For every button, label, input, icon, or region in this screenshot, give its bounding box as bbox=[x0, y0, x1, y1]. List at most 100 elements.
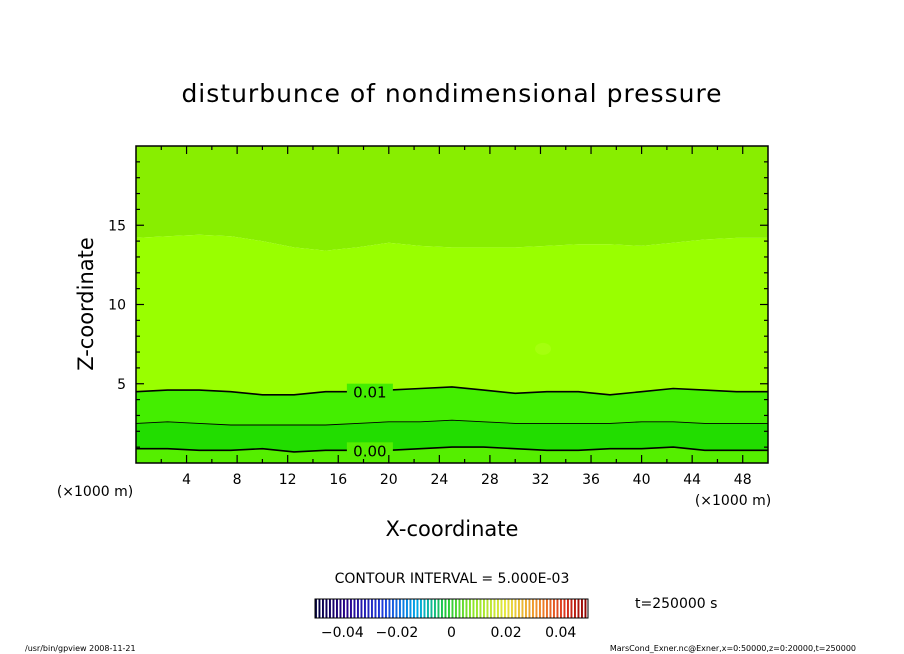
x-tick-label: 32 bbox=[532, 472, 550, 488]
contour-label-bg-0 bbox=[346, 442, 393, 459]
colorbar-cell bbox=[339, 599, 342, 618]
x-axis-ticks: 4 8 12 16 20 24 28 32 36 40 44 48 bbox=[160, 146, 752, 488]
colorbar-cell bbox=[336, 599, 338, 618]
colorbar-cell bbox=[392, 599, 394, 618]
colorbar-cell bbox=[472, 599, 475, 618]
x-axis-title: X-coordinate bbox=[386, 517, 519, 541]
fill-local-max bbox=[535, 342, 552, 355]
x-tick-label: 4 bbox=[182, 472, 191, 488]
colorbar-cell bbox=[318, 599, 321, 618]
contour-fills bbox=[136, 146, 768, 463]
colorbar-cell bbox=[360, 599, 363, 618]
colorbar-cell bbox=[528, 599, 531, 618]
x-tick-label: 24 bbox=[430, 472, 448, 488]
colorbar-cell bbox=[322, 599, 324, 618]
colorbar-cell bbox=[350, 599, 352, 618]
colorbar-cell bbox=[500, 599, 503, 618]
colorbar-cell bbox=[448, 599, 450, 618]
fill-band-below-0 bbox=[136, 447, 768, 463]
colorbar-cell bbox=[416, 599, 419, 618]
y-axis-title: Z-coordinate bbox=[74, 237, 98, 371]
colorbar-cell bbox=[525, 599, 527, 618]
colorbar-cell bbox=[458, 599, 461, 618]
colorbar-cell bbox=[469, 599, 471, 618]
colorbar-cell bbox=[385, 599, 387, 618]
footer-left: /usr/bin/gpview 2008-11-21 bbox=[25, 644, 136, 653]
colorbar-cell bbox=[409, 599, 412, 618]
colorbar-cell bbox=[451, 599, 454, 618]
contour-line-0 bbox=[136, 446, 768, 453]
colorbar-cell bbox=[535, 599, 538, 618]
colorbar-cell bbox=[329, 599, 331, 618]
colorbar-cell bbox=[430, 599, 433, 618]
x-tick-label: 48 bbox=[734, 472, 752, 488]
colorbar-cell bbox=[560, 599, 562, 618]
colorbar-cell bbox=[388, 599, 391, 618]
colorbar-cell bbox=[539, 599, 541, 618]
colorbar-cell bbox=[402, 599, 405, 618]
contour-label-2: 0.01 bbox=[353, 384, 386, 402]
colorbar: −0.04 −0.02 0 0.02 0.04 bbox=[314, 598, 589, 641]
colorbar-cell bbox=[378, 599, 380, 618]
colorbar-cell bbox=[332, 599, 335, 618]
colorbar-cell bbox=[406, 599, 408, 618]
colorbar-tick-label: 0.02 bbox=[491, 625, 522, 641]
y-tick-label: 10 bbox=[108, 298, 126, 314]
x-tick-label: 44 bbox=[683, 472, 701, 488]
colorbar-cell bbox=[367, 599, 370, 618]
colorbar-cell bbox=[434, 599, 436, 618]
colorbar-cell bbox=[395, 599, 398, 618]
contour-interval-text: CONTOUR INTERVAL = 5.000E-03 bbox=[335, 571, 570, 587]
colorbar-cell bbox=[483, 599, 485, 618]
x-tick-label: 28 bbox=[481, 472, 499, 488]
colorbar-cell bbox=[374, 599, 377, 618]
colorbar-cell bbox=[381, 599, 384, 618]
fill-band-005-01 bbox=[136, 386, 768, 425]
chart-title: disturbunce of nondimensional pressure bbox=[181, 79, 722, 108]
colorbar-cell bbox=[521, 599, 524, 618]
colorbar-cell bbox=[497, 599, 499, 618]
colorbar-cell bbox=[371, 599, 373, 618]
x-tick-label: 12 bbox=[279, 472, 297, 488]
colorbar-cell bbox=[486, 599, 489, 618]
colorbar-cell bbox=[465, 599, 468, 618]
fill-band-0-005 bbox=[136, 420, 768, 452]
colorbar-cell bbox=[493, 599, 496, 618]
colorbar-cell bbox=[315, 599, 317, 618]
colorbar-cell bbox=[563, 599, 566, 618]
colorbar-cell bbox=[476, 599, 478, 618]
colorbar-cell bbox=[549, 599, 552, 618]
colorbar-cell bbox=[413, 599, 415, 618]
colorbar-cell bbox=[511, 599, 513, 618]
time-label: t=250000 s bbox=[635, 596, 717, 612]
colorbar-cell bbox=[490, 599, 492, 618]
x-tick-label: 36 bbox=[582, 472, 600, 488]
colorbar-cell bbox=[399, 599, 401, 618]
colorbar-cell bbox=[556, 599, 559, 618]
colorbar-cell bbox=[570, 599, 573, 618]
colorbar-cell bbox=[444, 599, 447, 618]
colorbar-cell bbox=[574, 599, 576, 618]
colorbar-cell bbox=[518, 599, 520, 618]
contour-lines bbox=[136, 386, 768, 453]
colorbar-cell bbox=[546, 599, 548, 618]
colorbar-cell bbox=[581, 599, 583, 618]
colorbar-cell bbox=[479, 599, 482, 618]
x-tick-label: 40 bbox=[633, 472, 651, 488]
colorbar-frame bbox=[314, 598, 589, 619]
colorbar-tick-label: −0.04 bbox=[321, 625, 364, 641]
colorbar-tick-label: 0 bbox=[447, 625, 456, 641]
colorbar-cell bbox=[441, 599, 443, 618]
contour-line-1 bbox=[136, 419, 768, 426]
x-unit-left: (×1000 m) bbox=[57, 484, 133, 500]
colorbar-cell bbox=[353, 599, 356, 618]
colorbar-cell bbox=[437, 599, 440, 618]
colorbar-cell bbox=[577, 599, 580, 618]
contour-labels: 0.00 0.01 bbox=[346, 383, 393, 460]
colorbar-cell bbox=[343, 599, 345, 618]
colorbar-tick-label: −0.02 bbox=[375, 625, 418, 641]
colorbar-cell bbox=[584, 599, 587, 618]
colorbar-cell bbox=[420, 599, 422, 618]
contour-label-0: 0.00 bbox=[353, 442, 386, 460]
